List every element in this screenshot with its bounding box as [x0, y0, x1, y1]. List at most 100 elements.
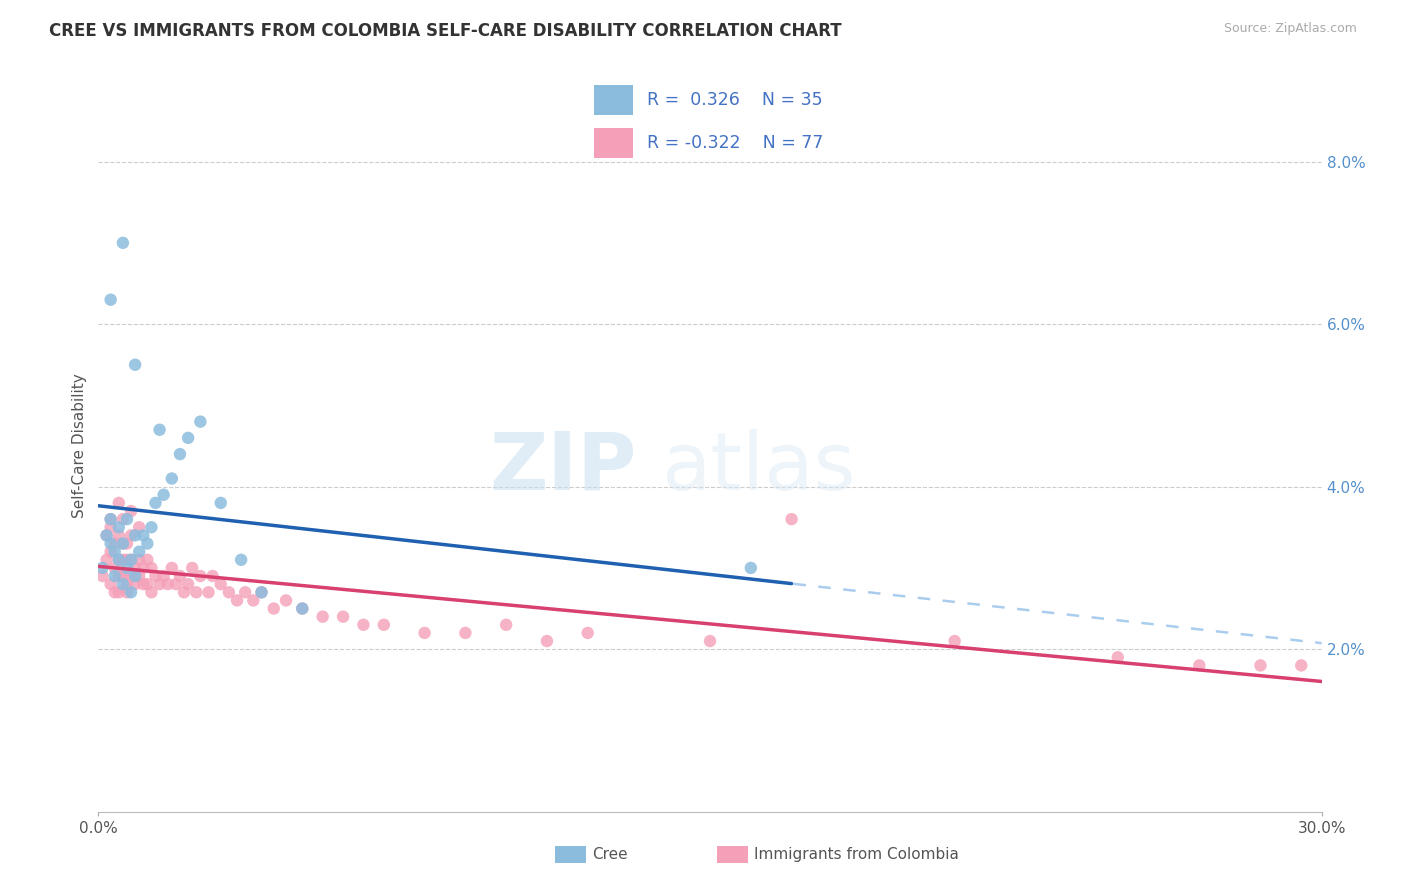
Point	[780, 512, 803, 526]
Point	[104, 536, 127, 550]
Point	[576, 626, 599, 640]
Point	[120, 528, 142, 542]
Point	[124, 569, 146, 583]
Point	[1291, 658, 1313, 673]
Point	[120, 553, 142, 567]
Text: Source: ZipAtlas.com: Source: ZipAtlas.com	[1223, 22, 1357, 36]
Text: CREE VS IMMIGRANTS FROM COLOMBIA SELF-CARE DISABILITY CORRELATION CHART: CREE VS IMMIGRANTS FROM COLOMBIA SELF-CA…	[49, 22, 842, 40]
Point	[128, 544, 150, 558]
Point	[141, 561, 163, 575]
Point	[111, 536, 134, 550]
Point	[124, 528, 146, 542]
Point	[149, 577, 172, 591]
Point	[495, 617, 517, 632]
Point	[96, 528, 118, 542]
Point	[141, 585, 163, 599]
Point	[141, 520, 163, 534]
Point	[201, 569, 224, 583]
Point	[160, 561, 183, 575]
Point	[145, 496, 167, 510]
Point	[104, 569, 127, 583]
Point	[96, 528, 118, 542]
Point	[124, 358, 146, 372]
Point	[124, 561, 146, 575]
Point	[332, 609, 354, 624]
Point	[128, 520, 150, 534]
Point	[454, 626, 477, 640]
Point	[197, 585, 219, 599]
Point	[943, 634, 966, 648]
Bar	[595, 85, 633, 115]
Point	[1249, 658, 1271, 673]
Point	[188, 415, 212, 429]
Point	[156, 577, 179, 591]
Point	[136, 577, 159, 591]
Y-axis label: Self-Care Disability: Self-Care Disability	[72, 374, 87, 518]
Point	[169, 447, 191, 461]
Point	[91, 561, 114, 575]
Point	[120, 504, 142, 518]
Text: Immigrants from Colombia: Immigrants from Colombia	[754, 847, 959, 862]
Point	[152, 488, 174, 502]
Point	[108, 553, 131, 567]
Bar	[595, 128, 633, 158]
Point	[218, 585, 240, 599]
Point	[111, 235, 134, 250]
Point	[91, 569, 114, 583]
Point	[181, 561, 204, 575]
Text: R = -0.322    N = 77: R = -0.322 N = 77	[647, 135, 823, 153]
Point	[145, 569, 167, 583]
Point	[100, 512, 122, 526]
Point	[209, 496, 232, 510]
Point	[373, 617, 395, 632]
Point	[165, 577, 187, 591]
Point	[108, 569, 131, 583]
Point	[96, 553, 118, 567]
Point	[104, 544, 127, 558]
Point	[177, 577, 200, 591]
Point	[173, 585, 195, 599]
Point	[108, 496, 131, 510]
Text: ZIP: ZIP	[489, 429, 637, 507]
Point	[128, 569, 150, 583]
Point	[536, 634, 558, 648]
Point	[115, 577, 138, 591]
Point	[108, 585, 131, 599]
Point	[104, 561, 127, 575]
Point	[1188, 658, 1211, 673]
Point	[149, 423, 172, 437]
Point	[100, 544, 122, 558]
Point	[120, 553, 142, 567]
Point	[413, 626, 436, 640]
Point	[100, 577, 122, 591]
Point	[132, 528, 155, 542]
Point	[115, 536, 138, 550]
Point	[120, 585, 142, 599]
Point	[111, 512, 134, 526]
Point	[250, 585, 273, 599]
Point	[120, 569, 142, 583]
Point	[132, 577, 155, 591]
Point	[104, 585, 127, 599]
Point	[274, 593, 297, 607]
Point	[108, 528, 131, 542]
Point	[160, 471, 183, 485]
Point	[263, 601, 285, 615]
Point	[132, 561, 155, 575]
Point	[291, 601, 314, 615]
Text: Cree: Cree	[592, 847, 627, 862]
Point	[136, 536, 159, 550]
Point	[100, 293, 122, 307]
Point	[231, 553, 253, 567]
Point	[100, 520, 122, 534]
Point	[233, 585, 256, 599]
Point	[100, 536, 122, 550]
Point	[177, 431, 200, 445]
Point	[169, 569, 191, 583]
Point	[108, 553, 131, 567]
Point	[108, 520, 131, 534]
Point	[128, 553, 150, 567]
Point	[115, 585, 138, 599]
Point	[188, 569, 212, 583]
Point	[115, 512, 138, 526]
